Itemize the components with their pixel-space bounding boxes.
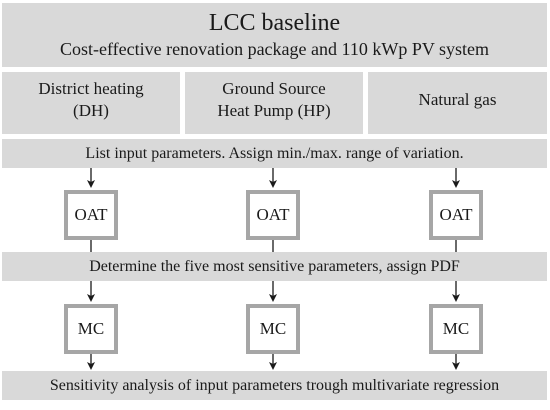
option-natural-gas: Natural gas: [368, 72, 547, 134]
oat-box-natural-gas: OAT: [429, 190, 483, 240]
mc-box-district-heating: MC: [64, 304, 118, 354]
oat-box-heat-pump: OAT: [246, 190, 300, 240]
option-label-line1: Ground Source: [222, 79, 326, 98]
step-label: Determine the five most sensitive parame…: [89, 257, 460, 275]
oat-label: OAT: [74, 205, 108, 224]
oat-box-district-heating: OAT: [64, 190, 118, 240]
option-district-heating: District heating (DH): [2, 72, 180, 134]
step-sensitivity-analysis: Sensitivity analysis of input parameters…: [2, 371, 547, 400]
baseline-title: LCC baseline: [208, 10, 341, 36]
mc-label: MC: [442, 319, 470, 338]
step-list-input-parameters: List input parameters. Assign min./max. …: [2, 139, 547, 168]
mc-box-heat-pump: MC: [246, 304, 300, 354]
baseline-subtitle: Cost-effective renovation package and 11…: [59, 39, 490, 59]
option-label-line1: District heating: [38, 79, 144, 98]
step-label: Sensitivity analysis of input parameters…: [49, 376, 500, 394]
step-label: List input parameters. Assign min./max. …: [85, 144, 464, 162]
oat-label: OAT: [256, 205, 290, 224]
option-label-line2: (DH): [73, 101, 109, 120]
mc-label: MC: [259, 319, 287, 338]
lcc-baseline-header: LCC baseline Cost-effective renovation p…: [2, 3, 547, 67]
mc-box-natural-gas: MC: [429, 304, 483, 354]
oat-label: OAT: [439, 205, 473, 224]
option-label-line2: Heat Pump (HP): [217, 101, 331, 120]
option-label-line1: Natural gas: [418, 90, 497, 109]
mc-label: MC: [77, 319, 105, 338]
option-ground-source-heat-pump: Ground Source Heat Pump (HP): [185, 72, 363, 134]
step-determine-sensitive-parameters: Determine the five most sensitive parame…: [2, 252, 547, 281]
